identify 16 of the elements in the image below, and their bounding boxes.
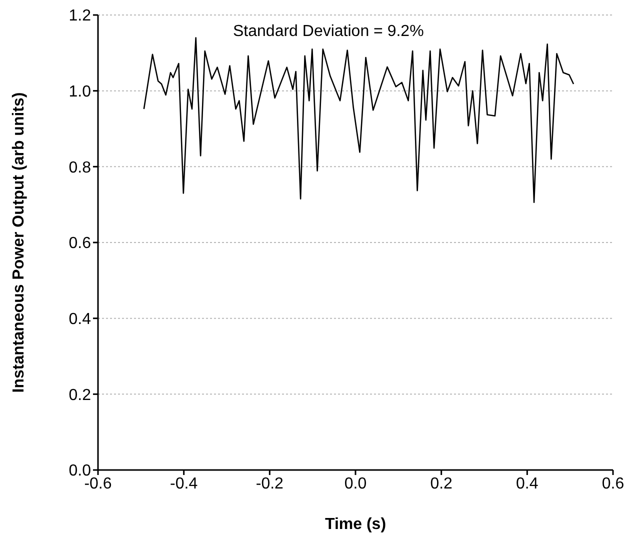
x-tick-label: 0.0 xyxy=(344,475,367,492)
x-tick-label: 0.6 xyxy=(602,475,624,492)
x-tick-label: 0.2 xyxy=(430,475,453,492)
x-tick-label: 0.4 xyxy=(516,475,538,492)
y-tick-label: 1.2 xyxy=(68,8,92,25)
x-tick-label: -0.2 xyxy=(256,475,284,492)
line-series xyxy=(143,37,574,203)
y-tick-label: 0.8 xyxy=(68,159,92,176)
y-axis-title: Instantaneous Power Output (arb units) xyxy=(10,92,28,393)
x-tick-label: -0.4 xyxy=(170,475,198,492)
y-tick-label: 1.0 xyxy=(68,84,92,101)
x-axis-title: Time (s) xyxy=(324,516,386,533)
annotation: Standard Deviation = 9.2% xyxy=(233,23,424,41)
y-tick-label: 0.6 xyxy=(68,235,92,252)
y-tick-label: 0.2 xyxy=(68,386,92,404)
y-tick-label: 0.4 xyxy=(68,311,92,328)
